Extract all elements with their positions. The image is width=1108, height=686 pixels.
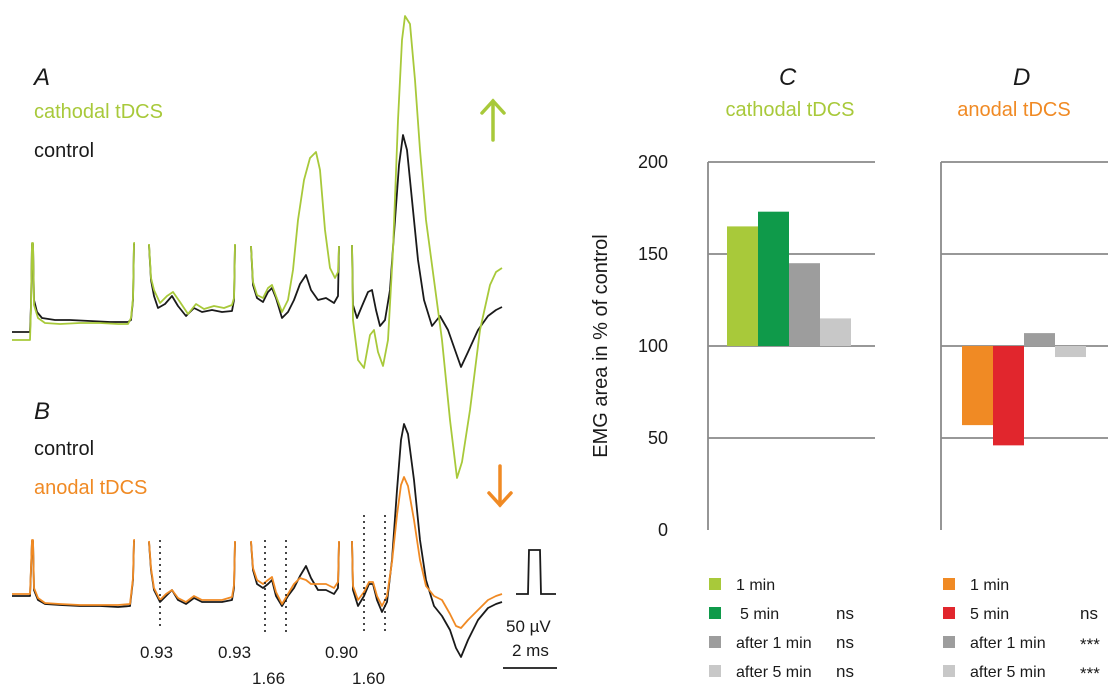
legend-swatch <box>709 636 721 648</box>
latency-label-0: 0.93 <box>140 643 173 662</box>
panel-a-control-trace-2 <box>148 244 236 317</box>
legend-swatch <box>709 665 721 677</box>
significance-label: *** <box>1080 635 1100 654</box>
panel-b-control-trace-2 <box>148 541 236 605</box>
panel-a-cathodal-trace-2 <box>148 243 236 315</box>
legend-swatch <box>709 578 721 590</box>
chart-c: 0 50 100 150 200 <box>638 152 875 540</box>
panel-b-traces <box>12 423 503 658</box>
panel-a-tdcs-label: cathodal tDCS <box>34 101 163 123</box>
chart-d <box>940 161 1108 530</box>
panel-b-anodal-trace-3 <box>250 540 340 605</box>
chart-d-title: anodal tDCS <box>957 99 1070 121</box>
panel-b-anodal-trace-4 <box>351 476 503 629</box>
bar-3 <box>789 263 820 346</box>
latency-markers <box>159 515 386 634</box>
bar-1 <box>727 226 758 346</box>
legend-swatch <box>709 607 721 619</box>
latency-label-4: 1.60 <box>352 669 385 686</box>
panel-a-cathodal-trace-3 <box>250 151 340 313</box>
chart-c-title: cathodal tDCS <box>726 99 855 121</box>
scale-bar-pulse <box>516 549 556 595</box>
down-arrow-icon <box>487 464 513 508</box>
legend-swatch <box>943 578 955 590</box>
bar-1 <box>962 346 993 426</box>
panel-a-letter: A <box>32 64 50 91</box>
panel-b-control-trace-4 <box>351 423 503 658</box>
legend-label: after 1 min <box>736 635 812 652</box>
panel-a-traces <box>12 15 503 479</box>
panel-b-anodal-trace-1 <box>12 539 135 606</box>
chart-y-axis-label: EMG area in % of control <box>590 234 612 457</box>
panel-a-cathodal-trace-1 <box>12 242 135 341</box>
y-tick-label: 150 <box>638 244 668 264</box>
legend-label: 5 min <box>740 606 779 623</box>
legend-label: after 5 min <box>736 664 812 681</box>
significance-label: ns <box>836 633 854 652</box>
legend-label: 5 min <box>970 606 1009 623</box>
panel-b-letter: B <box>34 398 50 425</box>
y-tick-label: 50 <box>648 428 668 448</box>
scale-time-label: 2 ms <box>512 641 549 660</box>
panel-d-letter: D <box>1013 64 1030 91</box>
legend-swatch <box>943 665 955 677</box>
significance-label: *** <box>1080 664 1100 683</box>
legend-label: after 5 min <box>970 664 1046 681</box>
bar-4 <box>1055 346 1086 358</box>
panel-a-cathodal-trace-4 <box>351 15 503 479</box>
chart-c-legend: 1 min 5 min ns after 1 min ns after 5 min ns <box>709 577 854 681</box>
legend-label: after 1 min <box>970 635 1046 652</box>
bar-4 <box>820 318 851 346</box>
panel-b-tdcs-label: anodal tDCS <box>34 477 147 499</box>
panel-b-control-label: control <box>34 438 94 460</box>
legend-label: 1 min <box>736 577 775 594</box>
panel-a-control-label: control <box>34 140 94 162</box>
panel-a-control-trace-4 <box>351 134 503 368</box>
y-tick-label: 100 <box>638 336 668 356</box>
panel-a-control-trace-3 <box>250 245 340 319</box>
panel-b-control-trace-3 <box>250 541 340 607</box>
legend-swatch <box>943 636 955 648</box>
significance-label: ns <box>1080 604 1098 623</box>
bar-2 <box>993 346 1024 446</box>
scale-voltage-label: 50 µV <box>506 617 551 636</box>
up-arrow-icon <box>480 98 506 142</box>
panel-b-anodal-trace-2 <box>148 540 236 603</box>
latency-label-1: 0.93 <box>218 643 251 662</box>
bar-2 <box>758 211 789 346</box>
panel-c-letter: C <box>779 64 797 91</box>
legend-label: 1 min <box>970 577 1009 594</box>
latency-label-2: 0.90 <box>325 643 358 662</box>
y-tick-label: 0 <box>658 520 668 540</box>
latency-label-3: 1.66 <box>252 669 285 686</box>
bar-3 <box>1024 333 1055 346</box>
significance-label: ns <box>836 604 854 623</box>
chart-d-legend: 1 min 5 min ns after 1 min *** after 5 min *** <box>943 577 1100 683</box>
significance-label: ns <box>836 662 854 681</box>
legend-swatch <box>943 607 955 619</box>
y-tick-label: 200 <box>638 152 668 172</box>
